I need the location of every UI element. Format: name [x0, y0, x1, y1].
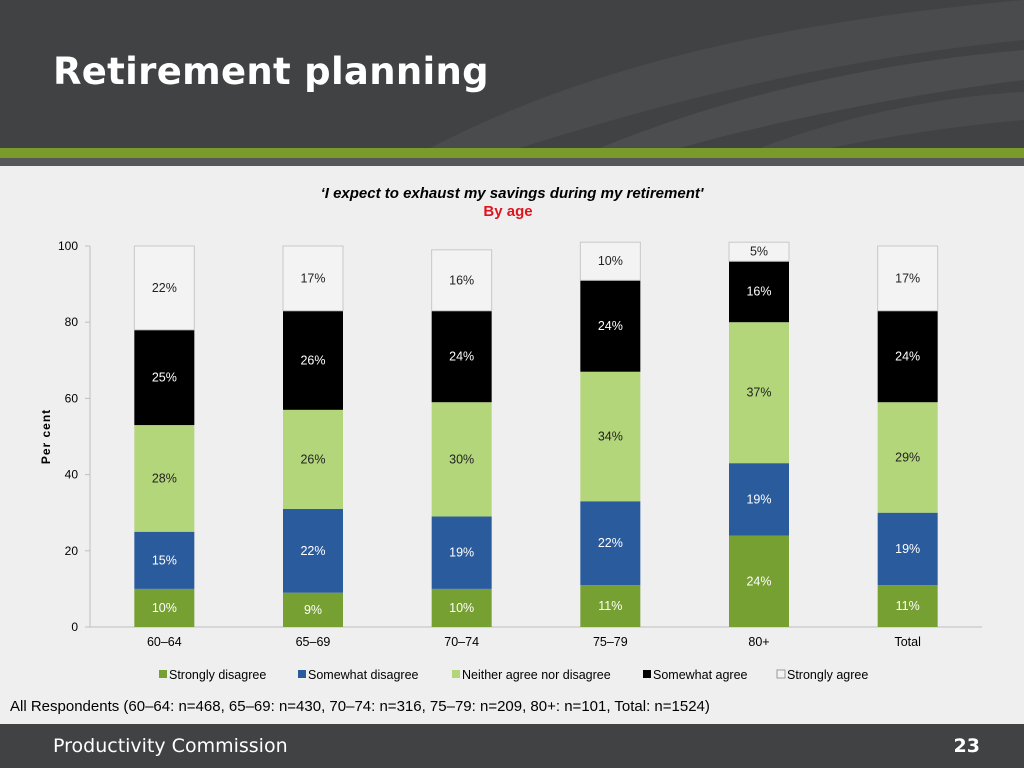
bar-segment	[431, 402, 492, 517]
footer-organisation: Productivity Commission	[53, 735, 288, 757]
data-label: 11%	[896, 599, 920, 613]
bar-segment	[877, 402, 938, 513]
x-tick-label: 60–64	[147, 635, 182, 649]
bar-segment	[134, 425, 195, 532]
data-label: 19%	[895, 542, 920, 556]
bar-segment	[728, 241, 790, 262]
x-tick-label: 75–79	[593, 635, 628, 649]
stacked-bar-chart: ‘I expect to exhaust my savings during m…	[39, 185, 982, 682]
data-label: 34%	[598, 430, 623, 444]
data-label: 24%	[895, 349, 920, 363]
data-label: 15%	[152, 553, 177, 567]
y-axis-label: Per cent	[39, 409, 53, 464]
data-label: 24%	[598, 319, 623, 333]
bar-segment	[580, 585, 641, 627]
header-divider	[0, 158, 1024, 166]
slide-footer: Productivity Commission 23	[0, 724, 1024, 768]
bar-segment	[729, 463, 789, 536]
x-tick-label: 70–74	[444, 635, 479, 649]
data-label: 24%	[746, 574, 771, 588]
data-label: 16%	[449, 273, 474, 287]
data-label: 22%	[598, 536, 623, 550]
bar-segment	[729, 535, 789, 627]
bar-segment	[283, 310, 343, 410]
data-label: 22%	[300, 544, 325, 558]
bar-segment	[580, 501, 641, 586]
bar-segment	[431, 588, 492, 627]
legend-swatch	[298, 670, 306, 678]
y-tick-label: 80	[65, 315, 79, 329]
data-label: 19%	[449, 546, 474, 560]
bar-segment	[283, 409, 343, 509]
bar-segment	[134, 329, 195, 426]
legend-swatch	[452, 670, 460, 678]
bar-segment	[282, 245, 344, 312]
page-title: Retirement planning	[53, 50, 489, 93]
slide-header: Retirement planning	[0, 0, 1024, 148]
data-label: 11%	[598, 599, 622, 613]
legend-label: Strongly disagree	[169, 668, 266, 682]
bar-segment	[431, 516, 492, 589]
y-tick-label: 100	[58, 239, 78, 253]
data-label: 19%	[746, 492, 771, 506]
legend-label: Neither agree nor disagree	[462, 668, 611, 682]
bar-segment	[283, 592, 343, 627]
data-label: 37%	[746, 386, 771, 400]
data-label: 17%	[895, 271, 920, 285]
bar-segment	[580, 280, 641, 372]
y-tick-label: 20	[65, 544, 79, 558]
data-label: 5%	[750, 245, 768, 259]
data-label: 25%	[152, 370, 177, 384]
bar-segment	[133, 245, 195, 331]
x-tick-label: Total	[894, 635, 920, 649]
data-label: 10%	[152, 601, 177, 615]
legend-label: Somewhat disagree	[308, 668, 419, 682]
data-label: 22%	[152, 281, 177, 295]
legend-swatch	[776, 669, 786, 679]
x-tick-label: 65–69	[296, 635, 331, 649]
legend-swatch	[159, 670, 167, 678]
legend-swatch	[643, 670, 651, 678]
data-label: 17%	[300, 271, 325, 285]
data-label: 24%	[449, 349, 474, 363]
legend-label: Strongly agree	[787, 668, 868, 682]
data-label: 9%	[304, 603, 322, 617]
y-tick-label: 0	[71, 620, 78, 634]
chart-subtitle: By age	[483, 203, 532, 220]
header-accent-band	[0, 148, 1024, 158]
y-tick-label: 40	[65, 468, 79, 482]
bar-segment	[877, 310, 938, 403]
legend-label: Somewhat agree	[653, 668, 748, 682]
bar-segment	[283, 508, 343, 593]
data-label: 10%	[598, 254, 623, 268]
data-label: 26%	[300, 353, 325, 367]
chart-title: ‘I expect to exhaust my savings during m…	[321, 185, 704, 202]
bar-segment	[729, 261, 789, 323]
data-label: 10%	[449, 601, 474, 615]
y-tick-label: 60	[65, 391, 79, 405]
bar-segment	[877, 512, 938, 586]
bar-segment	[579, 241, 641, 281]
data-label: 29%	[895, 450, 920, 464]
x-tick-label: 80+	[748, 635, 769, 649]
data-label: 16%	[746, 285, 771, 299]
header-swoosh-decoration	[430, 0, 1024, 148]
bar-segment	[431, 310, 492, 403]
data-label: 30%	[449, 452, 474, 466]
bar-segment	[431, 249, 493, 312]
data-label: 26%	[300, 452, 325, 466]
bar-segment	[134, 588, 195, 627]
data-label: 28%	[152, 471, 177, 485]
bar-segment	[580, 371, 641, 502]
bar-segment	[729, 322, 789, 464]
respondents-note: All Respondents (60–64: n=468, 65–69: n=…	[10, 698, 710, 715]
page-number: 23	[953, 735, 980, 757]
bar-segment	[877, 245, 939, 312]
bar-segment	[134, 531, 195, 589]
bar-segment	[877, 585, 938, 627]
